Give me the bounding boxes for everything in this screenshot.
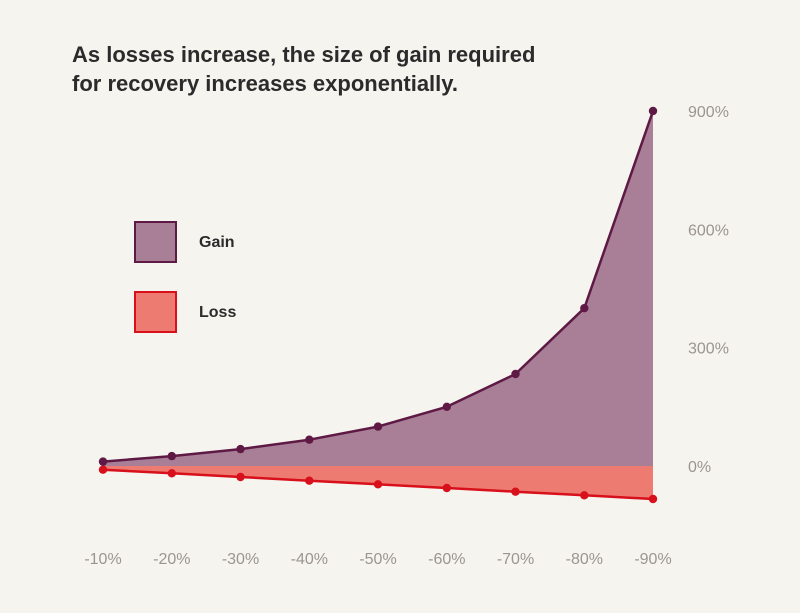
y-tick-label: 0% bbox=[688, 459, 711, 476]
chart-title-line-2: for recovery increases exponentially. bbox=[72, 71, 458, 96]
chart-title: As losses increase, the size of gain req… bbox=[72, 40, 592, 98]
y-tick-label: 300% bbox=[688, 341, 729, 358]
gain-area bbox=[103, 111, 653, 466]
gain-point--20pct bbox=[167, 451, 176, 461]
loss-point--40pct bbox=[305, 476, 314, 485]
loss-point--90pct bbox=[648, 494, 658, 504]
x-tick-label: -70% bbox=[497, 551, 534, 568]
x-tick-label: -10% bbox=[84, 551, 121, 568]
x-tick-label: -80% bbox=[566, 551, 603, 568]
gain-point--90pct bbox=[648, 106, 658, 116]
y-axis-ticks: 0% 300% 600% 900% bbox=[688, 104, 729, 476]
legend: Gain Loss bbox=[134, 221, 236, 333]
gain-point--80pct bbox=[580, 304, 589, 313]
x-tick-label: -90% bbox=[634, 551, 671, 568]
x-tick-label: -50% bbox=[359, 551, 396, 568]
x-tick-label: -60% bbox=[428, 551, 465, 568]
x-tick-label: -30% bbox=[222, 551, 259, 568]
gain-legend-swatch bbox=[134, 221, 177, 263]
gain-point--60pct bbox=[442, 402, 451, 411]
loss-legend-label: Loss bbox=[199, 304, 236, 321]
x-axis-ticks: -10% -20% -30% -40% -50% -60% -70% -80% -90% bbox=[84, 551, 671, 568]
gain-point--50pct bbox=[373, 422, 383, 431]
y-tick-label: 900% bbox=[688, 104, 729, 121]
loss-point--60pct bbox=[442, 483, 451, 493]
loss-point--70pct bbox=[511, 487, 520, 496]
loss-point--20pct bbox=[167, 469, 176, 478]
loss-point--30pct bbox=[236, 472, 245, 482]
gain-point--40pct bbox=[305, 435, 314, 444]
gain-point--10pct bbox=[98, 457, 108, 466]
x-tick-label: -20% bbox=[153, 551, 190, 568]
gain-point--70pct bbox=[511, 369, 520, 379]
loss-legend-swatch bbox=[134, 291, 177, 333]
loss-point--50pct bbox=[373, 480, 383, 489]
chart-title-line-1: As losses increase, the size of gain req… bbox=[72, 42, 536, 67]
point-layer bbox=[98, 106, 658, 504]
x-tick-label: -40% bbox=[291, 551, 328, 568]
loss-point--10pct bbox=[98, 465, 108, 474]
area-layer bbox=[103, 111, 653, 499]
y-tick-label: 600% bbox=[688, 222, 729, 239]
gain-legend-label: Gain bbox=[199, 234, 235, 251]
gain-point--30pct bbox=[236, 444, 245, 454]
loss-point--80pct bbox=[580, 491, 589, 500]
